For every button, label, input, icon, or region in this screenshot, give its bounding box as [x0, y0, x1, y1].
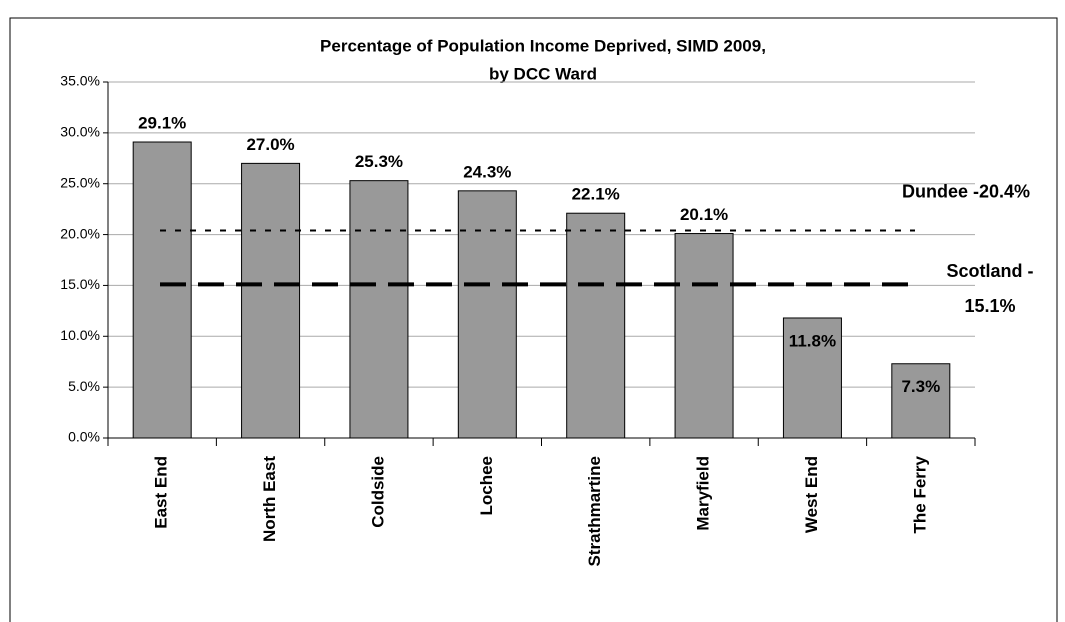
value-label: 20.1%: [680, 205, 728, 224]
y-tick-label: 15.0%: [60, 276, 100, 292]
bar: [674, 233, 734, 439]
y-tick-label: 5.0%: [68, 378, 100, 394]
y-tick-label: 20.0%: [60, 225, 100, 241]
bar: [891, 363, 951, 439]
x-tick-label: Coldside: [368, 456, 387, 528]
value-label: 24.3%: [463, 162, 511, 181]
y-tick-label: 0.0%: [68, 429, 100, 445]
chart-title: Percentage of Population Income Deprived…: [320, 36, 766, 55]
value-label: 25.3%: [355, 152, 403, 171]
value-label: 11.8%: [789, 331, 836, 350]
bar: [349, 180, 409, 439]
y-tick-label: 30.0%: [60, 124, 100, 140]
value-label: 22.1%: [572, 185, 620, 204]
x-tick-label: West End: [802, 456, 821, 533]
bar: [782, 317, 842, 439]
reference-label: Scotland -: [946, 261, 1033, 281]
chart-title: by DCC Ward: [489, 64, 597, 83]
x-tick-label: Maryfield: [694, 456, 713, 531]
value-label: 27.0%: [246, 135, 294, 154]
bar: [566, 212, 626, 439]
x-tick-label: The Ferry: [910, 455, 929, 533]
y-tick-label: 25.0%: [60, 174, 100, 190]
x-tick-label: Strathmartine: [585, 456, 604, 567]
bar: [241, 162, 301, 439]
x-tick-label: North East: [260, 456, 279, 542]
x-tick-label: Lochee: [477, 456, 496, 516]
reference-label: 15.1%: [964, 296, 1015, 316]
y-tick-label: 10.0%: [60, 327, 100, 343]
x-tick-label: East End: [152, 456, 171, 529]
bar: [457, 190, 517, 439]
value-label: 29.1%: [138, 113, 186, 132]
y-tick-label: 35.0%: [60, 73, 100, 89]
value-label: 7.3%: [901, 377, 940, 396]
bar: [132, 141, 192, 439]
reference-label: Dundee -20.4%: [902, 181, 1030, 201]
